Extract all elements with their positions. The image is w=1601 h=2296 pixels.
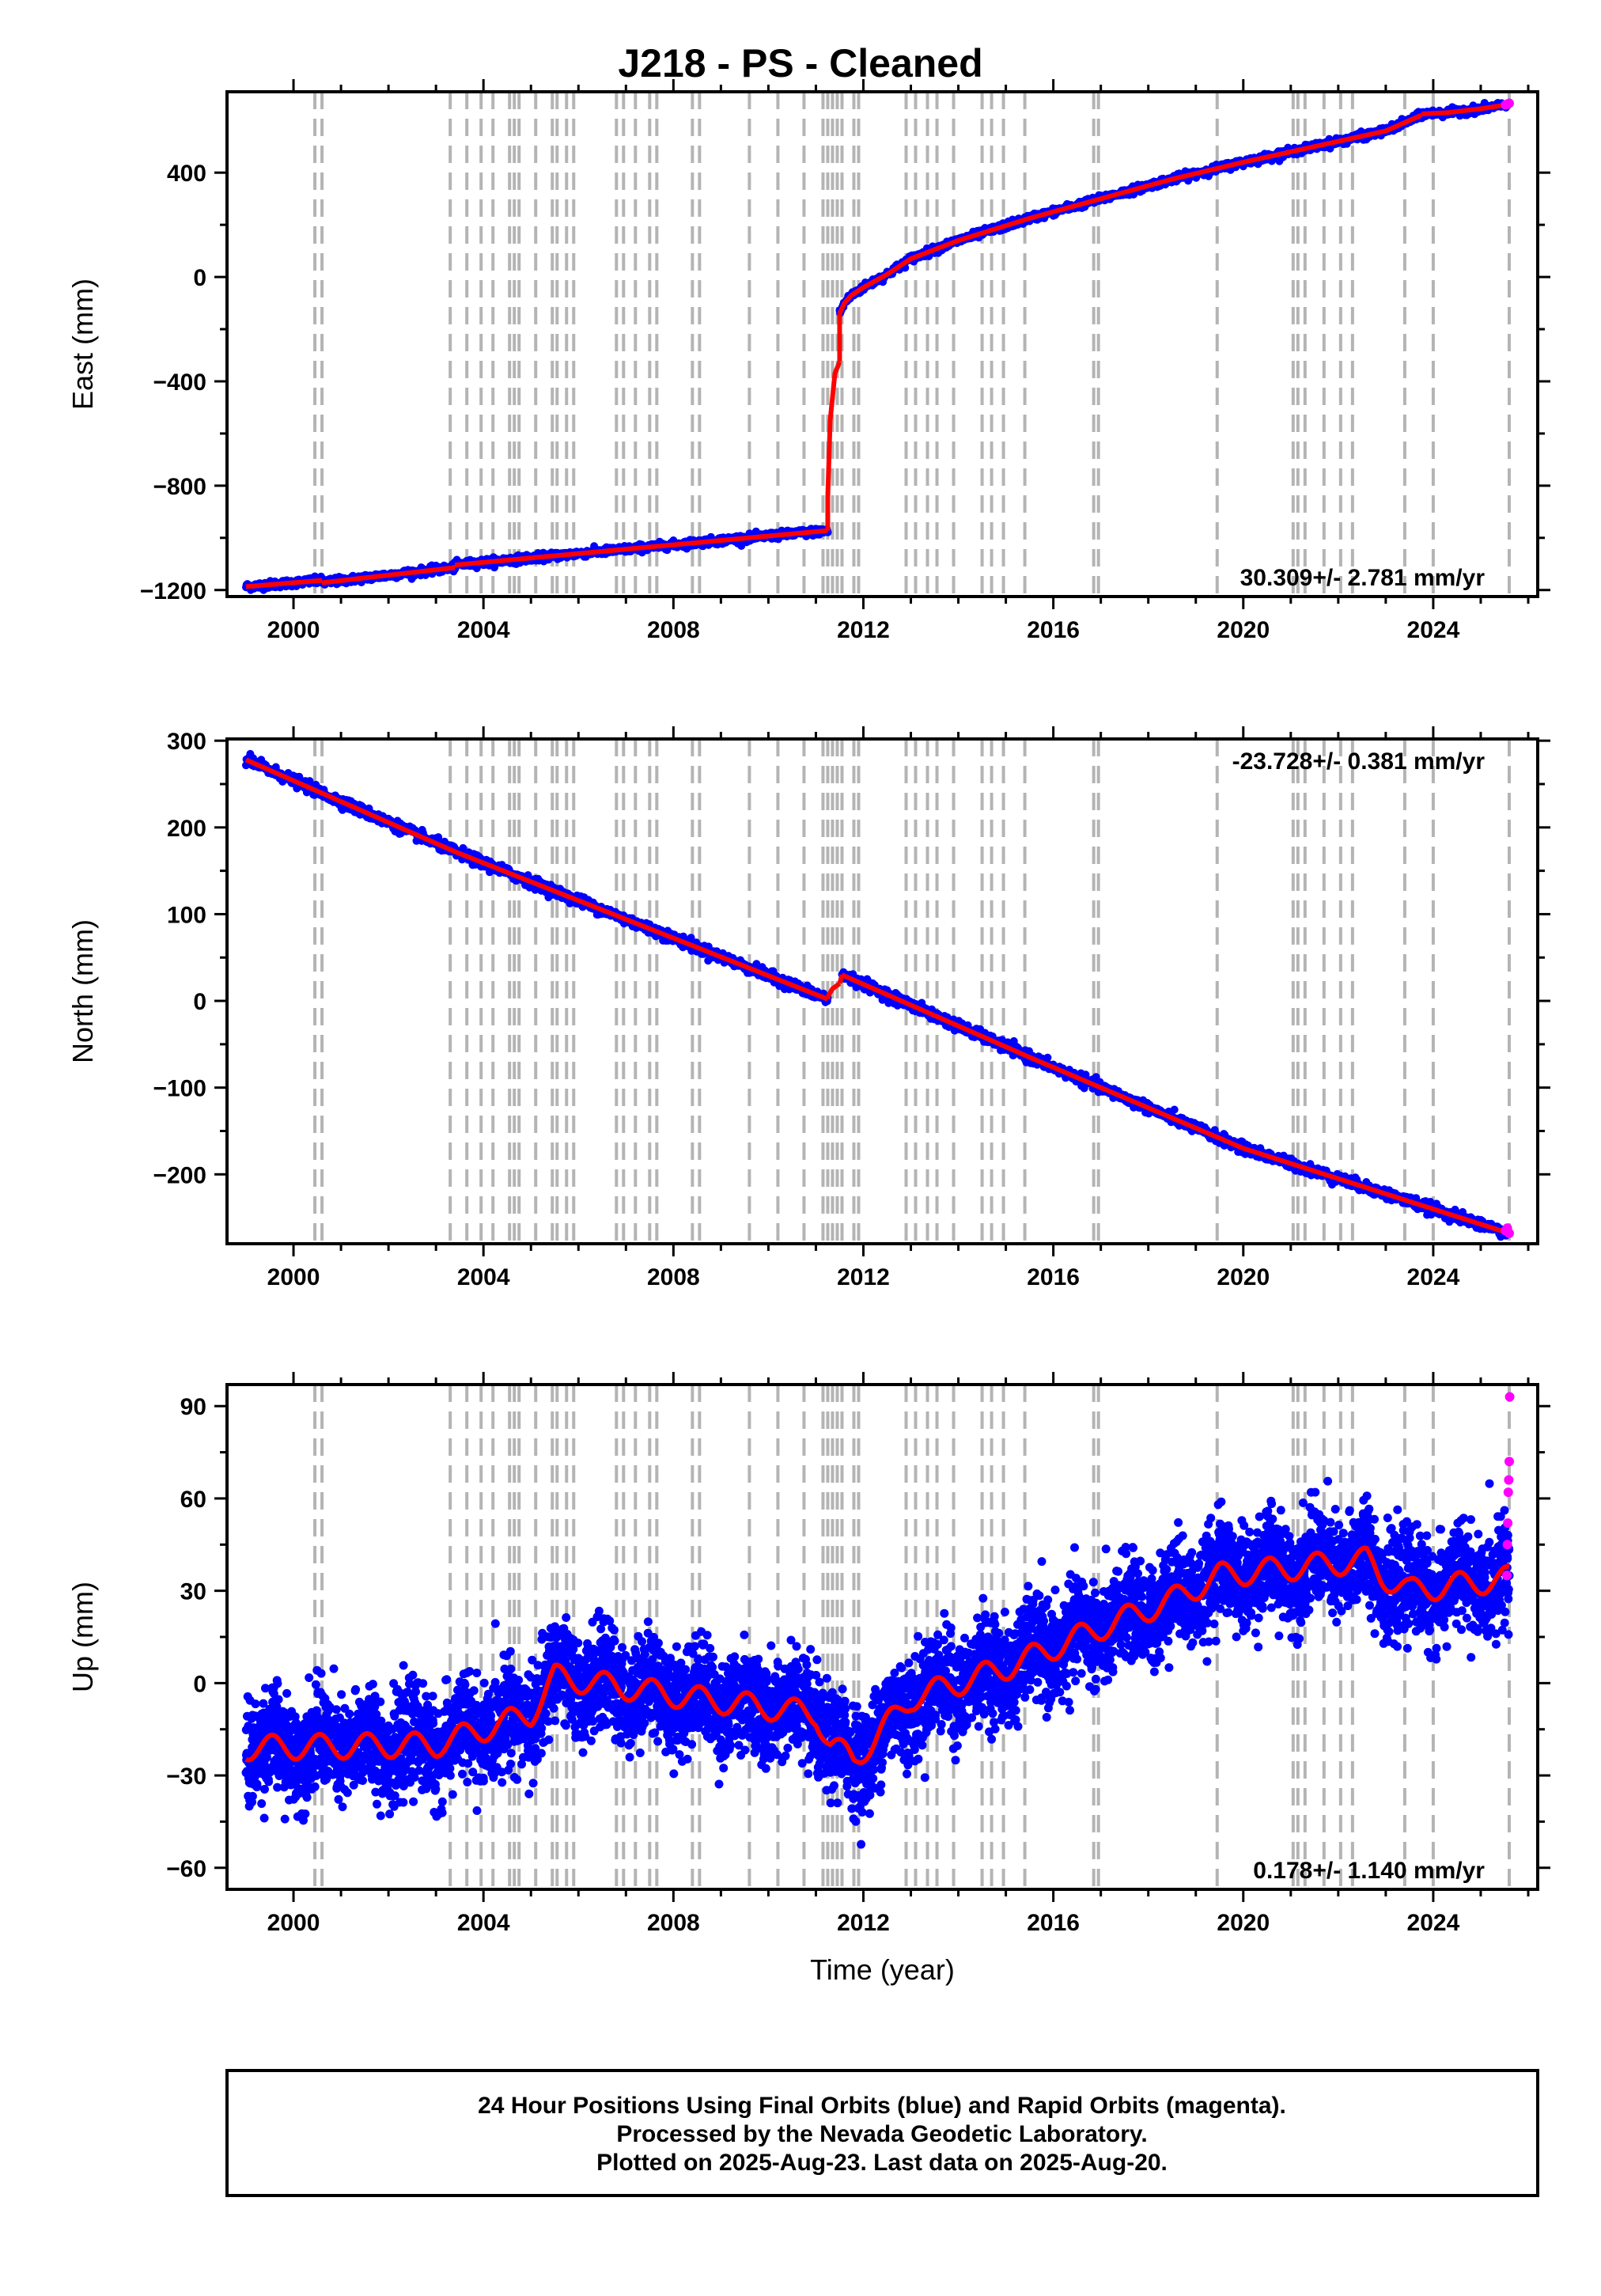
y-axis: −1200 −800 −400 0 400: [140, 161, 1550, 604]
model-fit-line: [320, 565, 457, 585]
x-tick-label: 2020: [1217, 1264, 1270, 1290]
y-tick-label: 300: [167, 729, 206, 755]
x-tick-label: 2016: [1027, 1264, 1080, 1290]
y-tick-label: −1200: [140, 578, 206, 604]
y-tick-label: −60: [166, 1856, 206, 1882]
up-panel: 2000 2004 2008 2012 2016 2020 2024 −60 −30 0 30 60 9…: [66, 1372, 1550, 1986]
x-tick-label: 2000: [267, 617, 320, 643]
x-tick-label: 2008: [647, 617, 700, 643]
plot-area: [242, 739, 1514, 1244]
x-axis: 2000 2004 2008 2012 2016 2020 2024: [267, 79, 1530, 643]
model-fit-line: [825, 360, 842, 497]
event-lines: [313, 92, 1511, 597]
x-axis: 2000 2004 2008 2012 2016 2020 2024: [267, 1372, 1530, 1936]
rate-label: 30.309+/- 2.781 mm/yr: [1240, 565, 1486, 591]
x-tick-label: 2016: [1027, 1910, 1080, 1936]
y-tick-label: 0: [193, 265, 206, 291]
x-tick-label: 2024: [1407, 1910, 1460, 1936]
x-tick-label: 2008: [647, 1264, 700, 1290]
footer-frame: [225, 2069, 1539, 2197]
plot-area: [241, 1385, 1515, 1889]
model-fit-line: [1419, 102, 1509, 116]
x-tick-label: 2012: [837, 1910, 890, 1936]
model-fit: [244, 1545, 1512, 1765]
y-tick-label: −30: [166, 1764, 206, 1790]
x-tick-label: 2016: [1027, 617, 1080, 643]
final-orbit-points: [241, 1476, 1514, 1849]
north-panel: 2000 2004 2008 2012 2016 2020 2024 −200 −100 0 100…: [66, 726, 1550, 1290]
final-orbit-points: [242, 99, 1512, 594]
y-tick-label: 200: [167, 816, 206, 842]
rapid-orbit-point: [1504, 98, 1514, 108]
model-fit-line: [244, 757, 830, 1002]
rapid-orbit-point: [1502, 1540, 1512, 1550]
plot-area: [242, 92, 1514, 597]
x-tick-label: 2004: [457, 617, 510, 643]
rate-label: -23.728+/- 0.381 mm/yr: [1232, 748, 1486, 775]
x-axis-title: Time (year): [810, 1953, 955, 1986]
x-tick-label: 2004: [457, 1910, 510, 1936]
plot-frame: [225, 90, 1539, 598]
footer-line-1: 24 Hour Positions Using Final Orbits (bl…: [478, 2093, 1286, 2119]
y-tick-label: 0: [193, 989, 206, 1015]
y-tick-label: 60: [180, 1487, 206, 1513]
model-fit-line: [837, 112, 1424, 315]
rapid-orbit-point: [1504, 1392, 1515, 1402]
rapid-orbit-point: [1504, 1475, 1514, 1485]
rapid-orbit-points: [1501, 1392, 1515, 1581]
y-tick-label: 0: [193, 1671, 206, 1697]
rapid-orbit-point: [1501, 1570, 1512, 1581]
x-axis: 2000 2004 2008 2012 2016 2020 2024: [267, 726, 1530, 1290]
final-orbit-points: [242, 749, 1514, 1241]
y-tick-label: 30: [180, 1579, 206, 1605]
x-tick-label: 2020: [1217, 1910, 1270, 1936]
y-axis: −60 −30 0 30 60 90: [166, 1394, 1550, 1882]
rapid-orbit-point: [1504, 1228, 1514, 1238]
model-fit: [244, 102, 1509, 589]
model-fit-line: [825, 981, 842, 998]
x-tick-label: 2004: [457, 1264, 510, 1290]
y-tick-label: 90: [180, 1394, 206, 1420]
rapid-orbit-point: [1503, 1487, 1513, 1498]
rapid-orbit-point: [1504, 1457, 1514, 1467]
model-fit: [244, 757, 1512, 1236]
rapid-orbit-points: [1501, 1223, 1514, 1238]
footer-line-3: Plotted on 2025-Aug-23. Last data on 202…: [596, 2150, 1168, 2176]
footer-line-2: Processed by the Nevada Geodetic Laborat…: [616, 2121, 1147, 2147]
y-tick-label: −200: [153, 1162, 206, 1188]
model-fit-line: [244, 578, 324, 589]
y-axis: −200 −100 0 100 200 300: [153, 729, 1550, 1188]
y-tick-label: −400: [153, 369, 206, 396]
model-fit-line: [244, 1545, 1512, 1765]
y-tick-label: −800: [153, 474, 206, 500]
plot-frame: [225, 737, 1539, 1245]
rapid-orbit-point: [1503, 1518, 1513, 1529]
x-tick-label: 2012: [837, 617, 890, 643]
x-tick-label: 2008: [647, 1910, 700, 1936]
y-axis-title: East (mm): [66, 278, 99, 410]
y-tick-label: 100: [167, 902, 206, 928]
model-fit-line: [840, 972, 1512, 1236]
event-lines: [313, 739, 1511, 1244]
x-tick-label: 2024: [1407, 617, 1460, 643]
east-panel: 2000 2004 2008 2012 2016 2020 2024 −1200 −800 −40…: [66, 79, 1550, 643]
y-tick-label: 400: [167, 161, 206, 187]
x-tick-label: 2020: [1217, 617, 1270, 643]
y-tick-label: −100: [153, 1076, 206, 1102]
x-tick-label: 2000: [267, 1264, 320, 1290]
x-tick-label: 2000: [267, 1910, 320, 1936]
x-tick-label: 2012: [837, 1264, 890, 1290]
x-tick-label: 2024: [1407, 1264, 1460, 1290]
event-lines: [313, 1385, 1511, 1889]
rapid-orbit-points: [1501, 98, 1514, 110]
rate-label: 0.178+/- 1.140 mm/yr: [1253, 1858, 1485, 1884]
model-fit-line: [452, 528, 830, 568]
y-axis-title: North (mm): [66, 919, 99, 1063]
chart-title: J218 - PS - Cleaned: [618, 41, 982, 85]
footer-box: 24 Hour Positions Using Final Orbits (bl…: [225, 2069, 1539, 2197]
y-axis-title: Up (mm): [66, 1582, 99, 1692]
